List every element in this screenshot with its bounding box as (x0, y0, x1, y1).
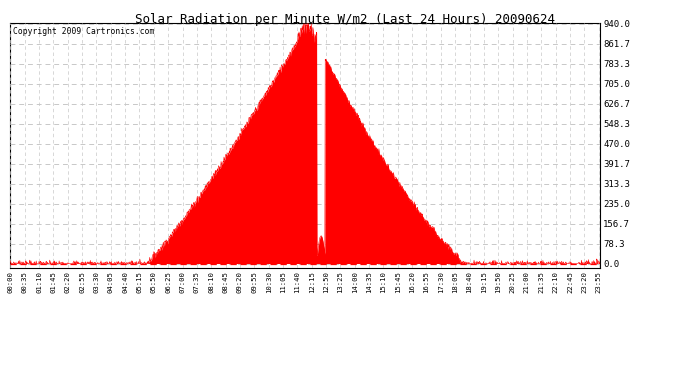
Text: Solar Radiation per Minute W/m2 (Last 24 Hours) 20090624: Solar Radiation per Minute W/m2 (Last 24… (135, 13, 555, 26)
Text: Copyright 2009 Cartronics.com: Copyright 2009 Cartronics.com (13, 27, 155, 36)
